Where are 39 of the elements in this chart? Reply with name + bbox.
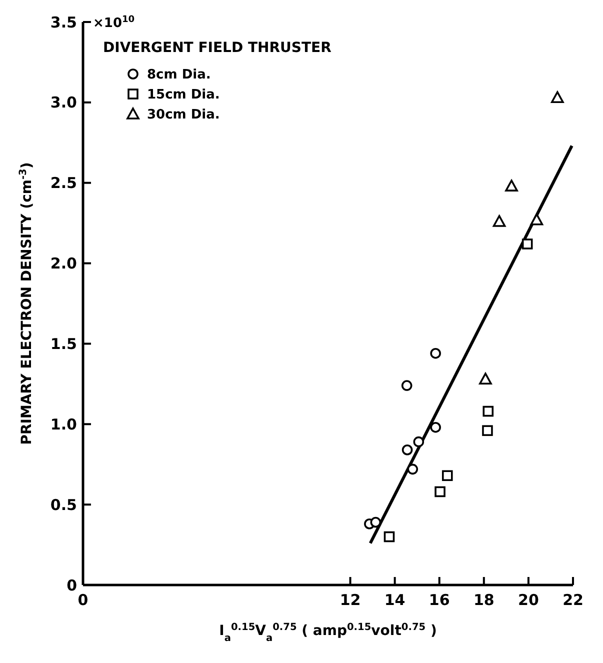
point xyxy=(530,213,544,226)
point xyxy=(430,348,441,359)
point xyxy=(522,238,533,250)
annotation: ×10$^{10}$ xyxy=(93,15,135,31)
text: I$_{a}$$^{0.15}$V$_{a}$$^{0.75}$ ( amp$^{0.15}$volt$^{0.75}$ ) xyxy=(219,622,437,644)
x-tick-label: 20 xyxy=(518,591,539,609)
point xyxy=(505,180,518,192)
x-tick-label: 14 xyxy=(384,591,406,609)
x-tick-label: 18 xyxy=(473,591,494,609)
y-tick-label: 0 xyxy=(66,576,77,594)
y-tick-label: 1.0 xyxy=(50,415,77,434)
legend-label: 15cm Dia. xyxy=(147,88,220,103)
point xyxy=(401,380,412,391)
point xyxy=(482,425,493,436)
point xyxy=(492,215,506,227)
y-tick-label: 1.5 xyxy=(50,334,77,353)
y-tick-label: 3.5 xyxy=(50,13,77,32)
legend-label: 30cm Dia. xyxy=(147,108,220,123)
y-tick-label: 3.0 xyxy=(50,94,77,112)
point xyxy=(384,531,395,542)
point xyxy=(370,516,382,528)
point xyxy=(430,422,441,433)
x-tick-label: 16 xyxy=(428,591,450,609)
point xyxy=(442,470,453,482)
point xyxy=(434,486,446,498)
y-tick-label: 2.5 xyxy=(50,174,77,192)
point xyxy=(482,406,494,417)
legend-title: DIVERGENT FIELD THRUSTER xyxy=(103,40,332,56)
legend-label: 8cm Dia. xyxy=(147,68,211,83)
point xyxy=(551,91,564,104)
x-tick-label: 0 xyxy=(78,591,88,609)
x-tick-label: 22 xyxy=(562,591,584,609)
point xyxy=(479,372,492,385)
x-tick-label: 12 xyxy=(340,591,361,609)
y-tick-label: 0.5 xyxy=(50,496,77,514)
point xyxy=(407,464,418,475)
y-tick-label: 2.0 xyxy=(50,254,77,273)
point xyxy=(402,444,413,456)
point xyxy=(413,436,424,448)
